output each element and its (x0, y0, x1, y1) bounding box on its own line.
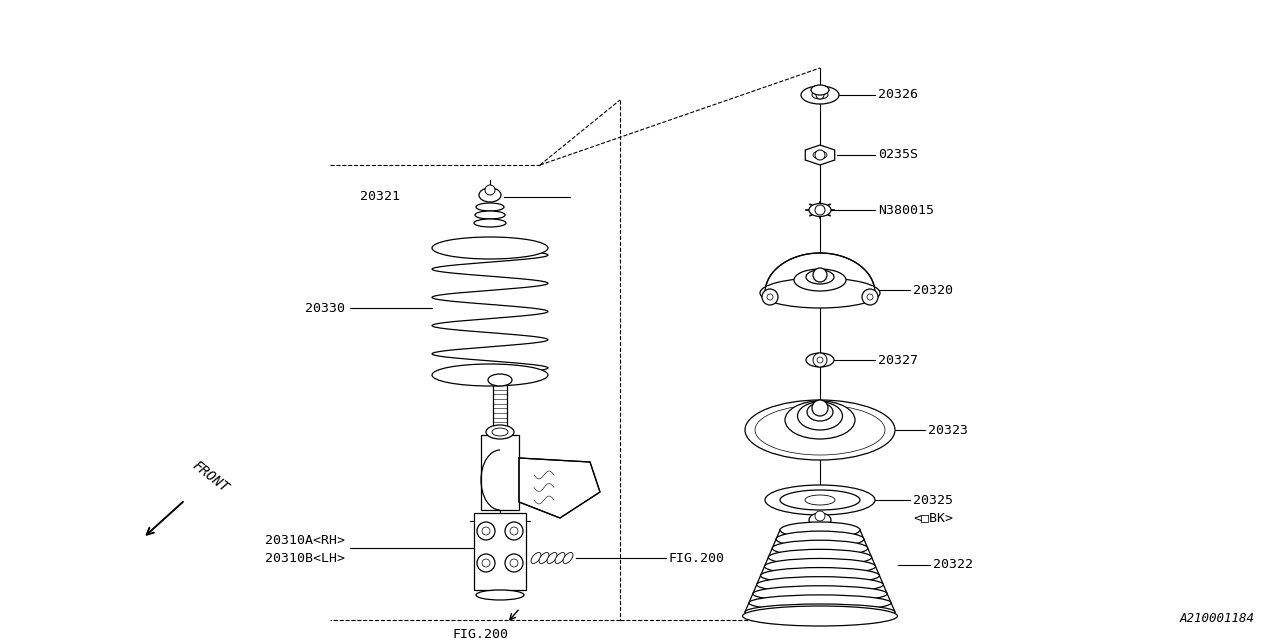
Ellipse shape (812, 85, 829, 95)
Text: N380015: N380015 (878, 204, 934, 216)
Circle shape (817, 357, 823, 363)
Ellipse shape (745, 400, 895, 460)
Circle shape (815, 205, 826, 215)
Ellipse shape (531, 552, 541, 563)
Circle shape (813, 268, 827, 282)
Ellipse shape (772, 607, 869, 617)
Text: A210001184: A210001184 (1180, 612, 1254, 625)
Text: 20323: 20323 (928, 424, 968, 436)
Circle shape (477, 554, 495, 572)
Ellipse shape (745, 604, 895, 620)
Ellipse shape (783, 561, 856, 572)
Ellipse shape (809, 513, 831, 527)
Bar (474, 513, 526, 590)
Circle shape (509, 559, 518, 567)
Ellipse shape (794, 269, 846, 291)
Circle shape (817, 91, 824, 99)
Text: FRONT: FRONT (189, 458, 232, 495)
Ellipse shape (778, 580, 861, 589)
Ellipse shape (794, 525, 846, 535)
Circle shape (815, 511, 826, 521)
Polygon shape (765, 253, 876, 293)
Ellipse shape (547, 552, 557, 563)
Ellipse shape (788, 543, 851, 553)
Ellipse shape (755, 405, 884, 455)
Ellipse shape (539, 552, 549, 563)
Ellipse shape (486, 425, 515, 439)
Circle shape (485, 185, 495, 195)
Text: 0235S: 0235S (878, 148, 918, 161)
Ellipse shape (776, 589, 864, 599)
Ellipse shape (563, 552, 573, 563)
Circle shape (477, 522, 495, 540)
Ellipse shape (433, 364, 548, 386)
Ellipse shape (742, 606, 897, 626)
Circle shape (815, 150, 826, 160)
Ellipse shape (756, 577, 883, 593)
Ellipse shape (764, 559, 876, 575)
Ellipse shape (809, 204, 831, 216)
Text: 20326: 20326 (878, 88, 918, 102)
Text: <□BK>: <□BK> (913, 511, 954, 525)
Ellipse shape (786, 552, 854, 563)
Ellipse shape (776, 531, 864, 547)
Ellipse shape (479, 188, 500, 202)
Bar (481, 435, 518, 510)
Circle shape (861, 289, 878, 305)
Ellipse shape (797, 402, 842, 430)
Circle shape (506, 522, 524, 540)
Ellipse shape (492, 428, 508, 436)
Ellipse shape (433, 237, 548, 259)
Circle shape (483, 527, 490, 535)
Ellipse shape (475, 211, 506, 219)
Ellipse shape (772, 540, 868, 556)
Ellipse shape (806, 270, 835, 284)
Ellipse shape (780, 522, 860, 538)
Text: 20330: 20330 (305, 301, 346, 314)
Text: 20325: 20325 (913, 493, 954, 506)
Ellipse shape (806, 353, 835, 367)
Circle shape (483, 559, 490, 567)
Ellipse shape (780, 490, 860, 510)
Polygon shape (518, 458, 600, 518)
Polygon shape (805, 145, 835, 165)
Ellipse shape (791, 534, 849, 544)
Ellipse shape (785, 401, 855, 439)
Circle shape (506, 554, 524, 572)
Ellipse shape (813, 151, 827, 159)
Ellipse shape (805, 495, 835, 505)
Text: FIG.200: FIG.200 (452, 628, 508, 640)
Ellipse shape (474, 219, 506, 227)
Text: 20321: 20321 (360, 191, 399, 204)
Circle shape (812, 400, 828, 416)
Ellipse shape (801, 86, 838, 104)
Text: 20310A<RH>: 20310A<RH> (265, 534, 346, 547)
Ellipse shape (753, 586, 887, 602)
Text: 20322: 20322 (933, 559, 973, 572)
Ellipse shape (806, 403, 833, 421)
Bar (493, 382, 507, 430)
Text: 20320: 20320 (913, 284, 954, 296)
Circle shape (867, 294, 873, 300)
Ellipse shape (556, 552, 564, 563)
Ellipse shape (812, 91, 828, 99)
Ellipse shape (765, 485, 876, 515)
Ellipse shape (488, 374, 512, 386)
Ellipse shape (749, 595, 891, 611)
Ellipse shape (476, 590, 524, 600)
Ellipse shape (760, 568, 879, 584)
Text: 20310B<LH>: 20310B<LH> (265, 552, 346, 564)
Ellipse shape (760, 278, 881, 308)
Ellipse shape (768, 549, 872, 565)
Text: FIG.200: FIG.200 (669, 552, 724, 564)
Circle shape (762, 289, 778, 305)
Ellipse shape (476, 203, 504, 211)
Circle shape (509, 527, 518, 535)
Ellipse shape (774, 598, 867, 608)
Text: 20327: 20327 (878, 353, 918, 367)
Circle shape (813, 353, 827, 367)
Circle shape (767, 294, 773, 300)
Ellipse shape (781, 570, 859, 580)
